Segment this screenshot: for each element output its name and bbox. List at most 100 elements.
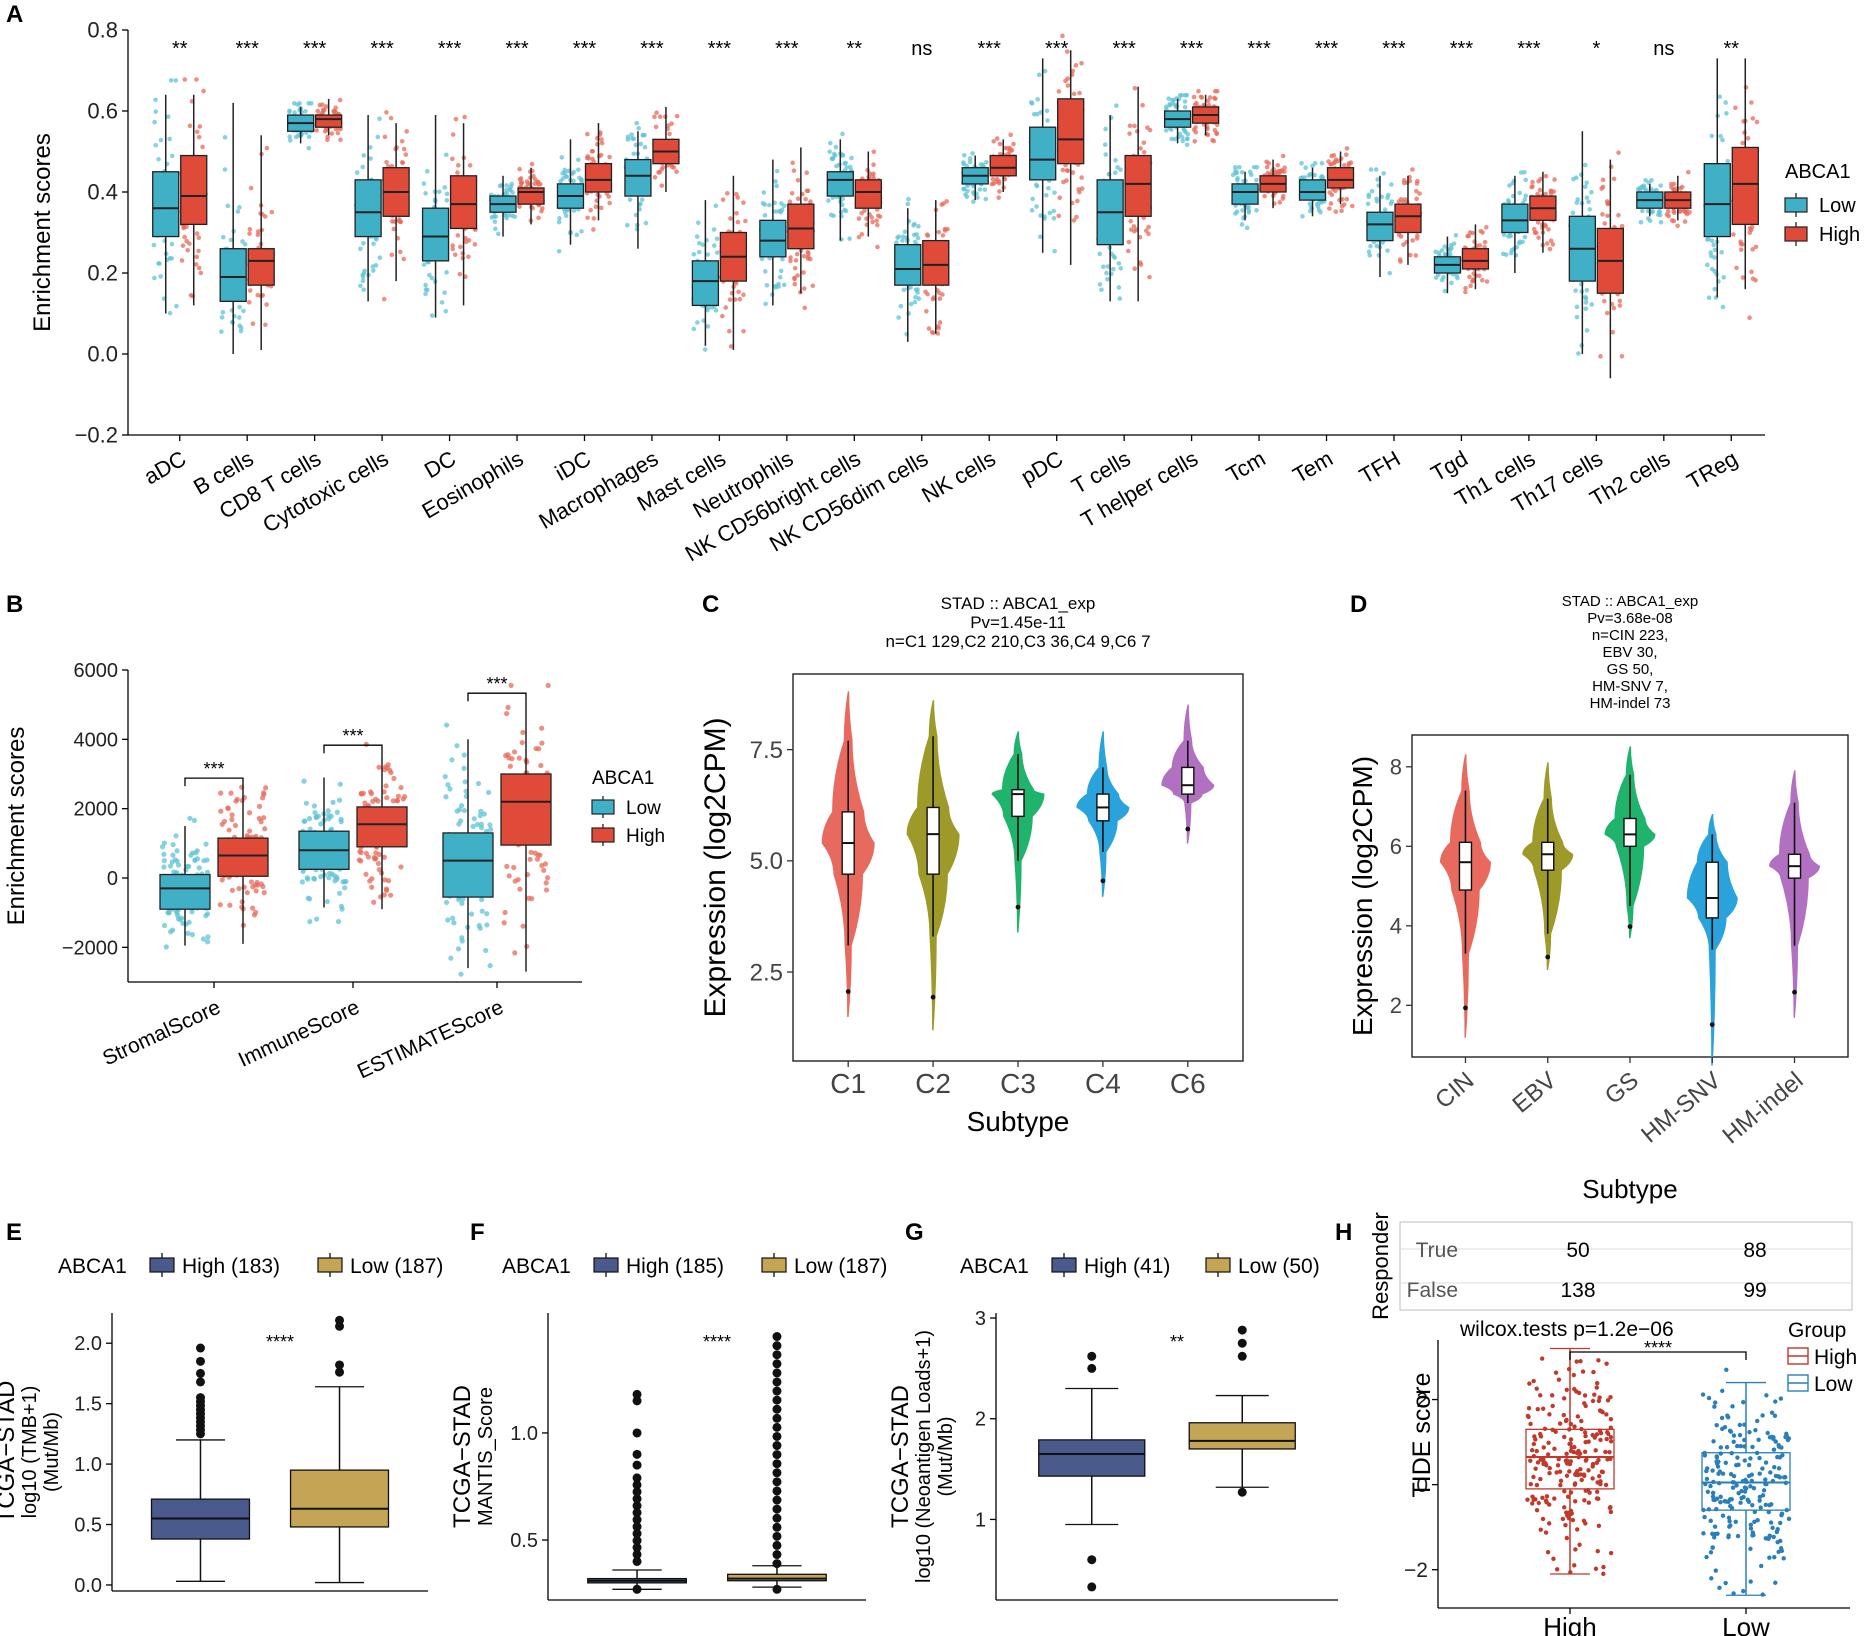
panel-a-point: [1534, 230, 1539, 236]
panel-a-point: [1381, 171, 1387, 176]
panel-a-point: [795, 273, 800, 278]
panel-a-point: [269, 209, 275, 215]
panel-a-point: [1128, 218, 1133, 224]
panel-a-point: [1478, 228, 1484, 234]
panel-a-point: [1413, 253, 1419, 258]
panel-a-point: [1368, 243, 1373, 249]
panel-h-point: [1564, 1451, 1569, 1456]
panel-a-point: [638, 141, 644, 147]
panel-letter-d: D: [1350, 591, 1367, 618]
panel-h-point: [1534, 1482, 1540, 1488]
panel-b-point: [483, 947, 489, 954]
panel-a-point: [532, 181, 537, 187]
panel-a-point: [1470, 230, 1475, 236]
panel-a-point: [1074, 214, 1079, 220]
panel-b-point: [382, 877, 388, 883]
panel-h-point: [1731, 1439, 1736, 1444]
panel-a-point: [1254, 207, 1259, 213]
panel-a-point: [1480, 277, 1485, 283]
panel-b-point: [545, 875, 551, 881]
panelG-low-box: [1188, 1422, 1296, 1450]
panel-b-point: [217, 902, 223, 908]
panel-b-point: [225, 805, 231, 811]
panel-a-point: [1671, 210, 1677, 216]
panel-h-point: [1708, 1518, 1713, 1524]
panel-a-point: [924, 232, 930, 237]
panel-a-point: [1583, 300, 1589, 305]
panelC-title-line: n=C1 129,C2 210,C3 36,C4 9,C6 7: [885, 632, 1150, 651]
panel-a-point: [1551, 189, 1557, 194]
panel-a-point: [1036, 72, 1042, 78]
panel-a-point: [358, 283, 363, 289]
panel-b-point: [304, 875, 310, 881]
panel-a-point: [1530, 179, 1535, 185]
panel-a-low-box: [421, 207, 450, 262]
panel-b-point: [239, 899, 245, 905]
panel-b-point: [545, 682, 551, 689]
panel-a-point: [791, 168, 797, 173]
panel-a-point: [576, 157, 581, 163]
panel-h-point: [1568, 1441, 1573, 1446]
panel-a-point: [169, 241, 175, 247]
panelD-x-tick-label: HM-SNV: [1636, 1067, 1726, 1149]
panel-h-point: [1773, 1399, 1778, 1404]
panel-a-point: [264, 145, 270, 151]
panel-h-point: [1531, 1378, 1536, 1384]
panel-a-point: [625, 134, 631, 140]
panelF-outlier: [772, 1359, 782, 1369]
panel-a-low-box: [354, 179, 382, 238]
panel-b-point: [504, 863, 510, 869]
panelF-y-axis-title-line: TCGA−STAD: [449, 1385, 476, 1528]
panel-h-point: [1590, 1432, 1595, 1438]
panel-a-high-box: [1394, 203, 1422, 234]
panel-h-point: [1767, 1555, 1772, 1560]
panelG-legend-key: [1051, 1257, 1077, 1273]
panel-a-point: [1132, 228, 1137, 234]
panel-a-point: [1442, 244, 1448, 249]
panel-a-point: [1232, 164, 1238, 170]
panel-h-point: [1727, 1518, 1732, 1524]
panel-a-point: [237, 315, 242, 320]
panel-a-point: [317, 102, 323, 108]
panelF-outlier: [772, 1559, 782, 1569]
panel-b-point: [402, 794, 408, 800]
panel-a-point: [1535, 191, 1540, 197]
panel-a-point: [1051, 208, 1057, 214]
panel-a-point: [1182, 104, 1188, 110]
panel-a-point: [1685, 169, 1691, 175]
panel-b-point: [161, 922, 168, 929]
panel-a-point: [761, 190, 767, 195]
panel-h-table-cell: 88: [1743, 1239, 1766, 1262]
panel-a-low-box: [1298, 179, 1327, 201]
panel-b-y-tick-label: 0: [107, 868, 118, 890]
panel-a-point: [156, 156, 161, 162]
panel-a-point: [915, 290, 920, 295]
panel-a-point: [590, 156, 595, 162]
panel-a-point: [1719, 250, 1725, 255]
panel-h-point: [1757, 1455, 1762, 1461]
panel-a-point: [1103, 152, 1108, 157]
panel-b-point: [311, 803, 318, 809]
panel-b-point: [381, 789, 387, 795]
panel-a-point: [444, 270, 449, 275]
panel-h-point: [1608, 1434, 1614, 1440]
panel-b-point: [334, 809, 340, 815]
panel-b-point: [534, 856, 540, 862]
panel-b-legend-label: Low: [626, 798, 661, 819]
panel-a-point: [403, 152, 409, 157]
panelF-outlier: [772, 1431, 782, 1441]
panel-a-point: [838, 209, 844, 215]
panel-a-point: [1463, 289, 1468, 295]
panel-a-point: [1583, 162, 1588, 168]
panel-h-point: [1531, 1474, 1536, 1480]
panel-a-point: [185, 247, 191, 253]
panel-h-point: [1603, 1482, 1609, 1488]
panel-a-point: [774, 168, 780, 174]
panel-a-point: [961, 153, 967, 158]
panel-a-point: [1319, 174, 1325, 179]
panel-a-point: [220, 310, 226, 315]
panel-b-point: [244, 833, 250, 839]
panel-b-point: [311, 876, 318, 882]
panel-a-point: [184, 238, 189, 244]
